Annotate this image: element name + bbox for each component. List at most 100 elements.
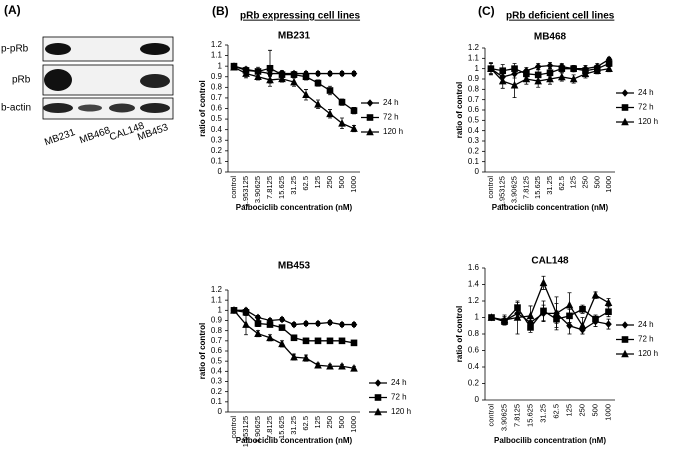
y-tick-label: 0.8: [211, 326, 223, 335]
x-tick-label: 15.625: [277, 176, 286, 199]
y-tick-label: 1.4: [468, 280, 480, 289]
y-tick-label: 0.8: [468, 84, 480, 93]
y-tick-label: 0.8: [211, 82, 223, 91]
marker: [350, 69, 358, 78]
x-tick-label: 1.953125: [241, 176, 250, 207]
marker: [350, 107, 358, 114]
marker: [326, 87, 334, 94]
x-axis-label: Palbociclib concentration (nM): [236, 436, 353, 445]
x-tick-label: 31.25: [289, 416, 298, 435]
x-tick-label: 250: [325, 176, 334, 189]
marker: [581, 69, 590, 78]
y-tick-label: 0.5: [468, 115, 480, 124]
legend-marker: [366, 114, 374, 121]
x-tick-label: 7.8125: [265, 416, 274, 439]
panel-heading: pRb deficient cell lines: [506, 11, 615, 22]
marker: [230, 62, 238, 71]
marker: [592, 315, 599, 323]
y-tick-label: 1.6: [468, 263, 480, 272]
marker: [254, 329, 262, 338]
panel-heading: pRb expressing cell lines: [240, 11, 360, 22]
marker: [566, 321, 573, 330]
x-tick-label: 1000: [349, 416, 358, 433]
y-tick-label: 0.7: [211, 93, 223, 102]
y-tick-label: 0.6: [468, 346, 480, 355]
y-tick-label: 0.3: [211, 135, 223, 144]
marker: [278, 324, 286, 331]
marker: [350, 320, 358, 329]
marker: [254, 72, 262, 81]
legend-marker: [366, 99, 374, 107]
x-tick-label: 125: [313, 176, 322, 189]
panel-label: (B): [212, 4, 229, 18]
legend-label: 24 h: [638, 88, 654, 97]
x-tick-label: control: [229, 176, 238, 199]
x-tick-label: 7.8125: [521, 176, 530, 199]
y-tick-label: 0.1: [468, 157, 480, 166]
marker: [350, 363, 358, 372]
y-tick-label: 0: [475, 395, 480, 404]
x-tick-label: 31.25: [538, 404, 547, 423]
marker: [266, 321, 274, 328]
y-tick-label: 0.3: [211, 377, 223, 386]
marker: [605, 60, 613, 67]
x-tick-label: 500: [590, 404, 599, 417]
legend-label: 120 h: [383, 127, 403, 136]
y-tick-label: 1: [218, 61, 223, 70]
marker: [527, 324, 534, 331]
marker: [230, 306, 238, 314]
chart-title: MB468: [534, 32, 567, 43]
x-tick-label: 500: [592, 176, 601, 189]
x-tick-label: 500: [337, 416, 346, 429]
legend-label: 24 h: [638, 320, 654, 329]
blot-lane-label: MB468: [78, 125, 112, 146]
y-tick-label: 1: [475, 64, 480, 73]
western-blot: [42, 36, 174, 120]
y-tick-label: 0.1: [211, 397, 223, 406]
chart-title: CAL148: [531, 256, 569, 267]
y-tick-label: 0.2: [211, 387, 223, 396]
x-tick-label: 62.5: [551, 404, 560, 419]
x-tick-label: 15.625: [525, 404, 534, 427]
y-tick-label: 0.1: [211, 157, 223, 166]
marker: [546, 69, 554, 77]
blot-lane-label: MB231: [43, 127, 77, 148]
chart-title: MB453: [278, 261, 311, 272]
marker: [605, 64, 613, 72]
y-tick-label: 0.4: [468, 126, 480, 135]
x-tick-label: 125: [564, 404, 573, 417]
legend-label: 24 h: [391, 378, 407, 387]
x-tick-label: 500: [337, 176, 346, 189]
y-tick-label: 0.5: [211, 356, 223, 365]
y-axis-label: ratio of control: [455, 306, 464, 362]
x-tick-label: 1000: [604, 176, 613, 193]
y-tick-label: 0: [218, 407, 223, 416]
marker: [314, 360, 322, 369]
y-tick-label: 0.9: [211, 72, 223, 81]
legend-label: 72 h: [391, 393, 407, 402]
marker: [338, 98, 346, 106]
marker: [302, 353, 310, 362]
marker: [350, 339, 358, 347]
marker: [487, 64, 495, 72]
y-tick-label: 0.9: [468, 74, 480, 83]
marker: [487, 313, 496, 321]
marker: [254, 320, 262, 327]
marker: [604, 298, 613, 306]
marker: [499, 67, 507, 75]
marker: [290, 352, 298, 361]
marker: [266, 333, 274, 342]
marker: [278, 74, 286, 83]
x-tick-label: 7.8125: [265, 176, 274, 199]
blot-row-label: b-actin: [1, 103, 31, 114]
y-tick-label: 0.4: [468, 362, 480, 371]
marker: [338, 69, 346, 78]
y-tick-label: 1.1: [468, 53, 480, 62]
legend-marker: [366, 127, 374, 136]
chart-title: MB231: [278, 31, 311, 42]
marker: [314, 99, 322, 108]
x-tick-label: 125: [569, 176, 578, 189]
marker: [290, 71, 298, 78]
x-tick-label: 3.90625: [510, 176, 519, 203]
